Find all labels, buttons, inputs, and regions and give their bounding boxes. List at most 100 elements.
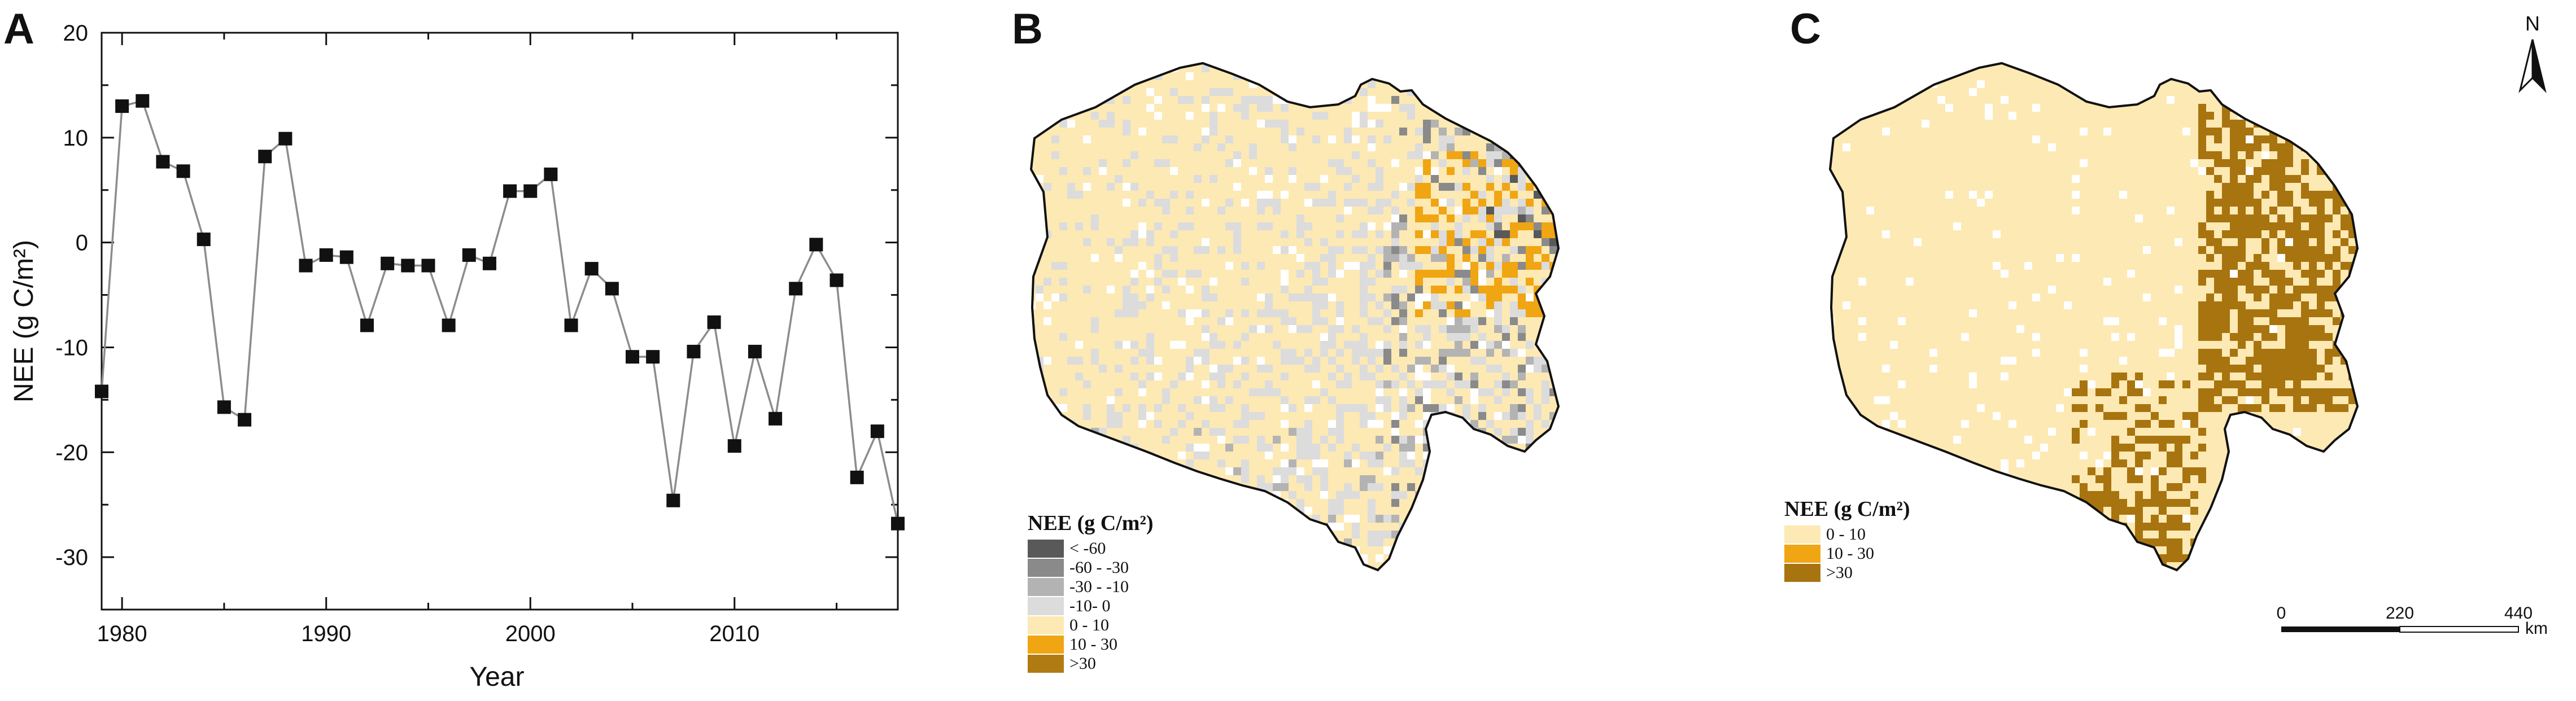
map-cell xyxy=(1210,88,1217,96)
map-cell xyxy=(1383,341,1391,349)
map-cell xyxy=(2348,151,2356,159)
map-cell xyxy=(1399,404,1407,412)
map-cell xyxy=(2293,373,2301,380)
map-cell xyxy=(1265,452,1273,459)
map-cell xyxy=(2254,388,2261,396)
map-cell xyxy=(2135,452,2143,459)
map-cell xyxy=(1075,357,1083,365)
map-cell xyxy=(1439,554,1447,562)
map-cell xyxy=(1194,491,1202,499)
map-cell xyxy=(1486,104,1494,112)
map-cell xyxy=(1423,230,1431,238)
map-cell xyxy=(2238,96,2246,104)
map-cell xyxy=(1075,499,1083,507)
map-cell xyxy=(1486,214,1494,222)
map-cell xyxy=(1542,207,1549,214)
map-cell xyxy=(1526,459,1534,467)
map-cell xyxy=(1518,293,1526,301)
map-cell xyxy=(1233,420,1241,428)
map-cell xyxy=(1478,286,1486,293)
map-cell xyxy=(1031,128,1036,135)
map-cell xyxy=(1336,309,1344,317)
map-cell xyxy=(2230,301,2238,309)
map-cell xyxy=(1225,467,1233,475)
map-cell xyxy=(2317,396,2325,404)
map-cell xyxy=(2024,262,2032,270)
map-cell xyxy=(1383,135,1391,143)
map-cell xyxy=(1486,388,1494,396)
map-cell xyxy=(2198,428,2206,436)
map-cell xyxy=(1447,167,1455,175)
map-cell xyxy=(1391,286,1399,293)
map-cell xyxy=(2206,64,2214,72)
map-cell xyxy=(1281,483,1289,491)
map-cell xyxy=(1399,388,1407,396)
map-cell xyxy=(2277,159,2285,167)
map-cell xyxy=(1526,246,1534,254)
map-cell xyxy=(1091,444,1099,452)
map-cell xyxy=(2151,412,2159,420)
map-cell xyxy=(1462,214,1470,222)
map-cell xyxy=(1281,246,1289,254)
map-cell xyxy=(2325,293,2333,301)
map-cell xyxy=(1977,404,1985,412)
map-cell xyxy=(1407,444,1415,452)
map-cell xyxy=(2151,436,2159,444)
map-cell xyxy=(1447,72,1455,80)
map-cell xyxy=(2001,270,2009,278)
map-cell xyxy=(2261,63,2269,64)
map-cell xyxy=(2175,436,2182,444)
map-cell xyxy=(1257,325,1265,333)
map-cell xyxy=(2159,436,2167,444)
map-cell xyxy=(1233,546,1241,554)
map-cell xyxy=(1407,404,1415,412)
map-cell xyxy=(1415,309,1423,317)
map-cell xyxy=(2238,167,2246,175)
map-cell xyxy=(1194,546,1202,554)
map-cell xyxy=(1439,357,1447,365)
map-cell xyxy=(2190,412,2198,420)
map-cell xyxy=(1233,554,1241,562)
map-cell xyxy=(1455,444,1462,452)
map-cell xyxy=(2341,183,2348,191)
map-cell xyxy=(1257,546,1265,554)
map-cell xyxy=(1914,467,1922,475)
map-cell xyxy=(1320,459,1328,467)
map-cell xyxy=(2111,317,2119,325)
map-cell xyxy=(1510,467,1518,475)
map-cell xyxy=(1518,175,1526,183)
map-cell xyxy=(2277,246,2285,254)
map-cell xyxy=(2095,554,2103,562)
map-cell xyxy=(1178,452,1186,459)
y-tick-label: -30 xyxy=(55,545,88,570)
map-cell xyxy=(2143,388,2151,396)
map-cell xyxy=(1542,420,1549,428)
map-cell xyxy=(1478,404,1486,412)
map-cell xyxy=(1075,459,1083,467)
map-cell xyxy=(1953,222,1961,230)
map-cell xyxy=(2119,538,2127,546)
map-cell xyxy=(1328,444,1336,452)
map-cell xyxy=(1494,230,1502,238)
map-cell xyxy=(1217,143,1225,151)
map-cell xyxy=(2127,475,2135,483)
map-cell xyxy=(2001,373,2009,380)
map-cell xyxy=(1051,112,1059,120)
map-cell xyxy=(2254,143,2261,151)
map-cell xyxy=(2238,143,2246,151)
map-cell xyxy=(1154,112,1162,120)
map-cell xyxy=(2348,507,2356,515)
map-cell xyxy=(2206,388,2214,396)
map-cell xyxy=(2285,325,2293,333)
map-cell xyxy=(2254,373,2261,380)
map-cell xyxy=(1557,293,1558,301)
map-cell xyxy=(1510,262,1518,270)
map-cell xyxy=(2182,420,2190,428)
map-cell xyxy=(1217,428,1225,436)
map-cell xyxy=(1557,428,1558,436)
map-cell xyxy=(1439,72,1447,80)
map-cell xyxy=(1194,357,1202,365)
map-cell xyxy=(1858,64,1866,72)
map-cell xyxy=(2198,301,2206,309)
map-cell xyxy=(1328,499,1336,507)
